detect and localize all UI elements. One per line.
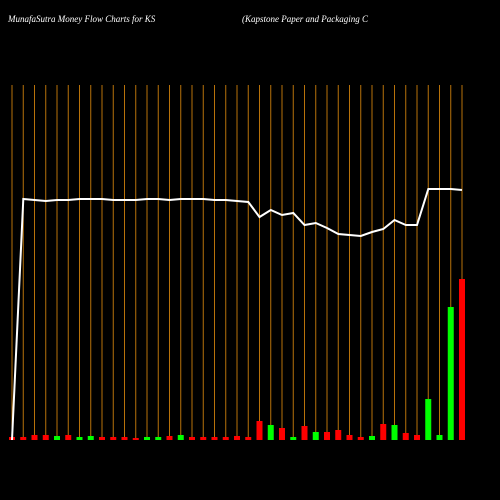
bar bbox=[324, 432, 330, 440]
bar bbox=[110, 437, 117, 440]
bar bbox=[436, 435, 443, 440]
bar bbox=[267, 425, 274, 440]
bar bbox=[447, 307, 454, 440]
bar bbox=[76, 437, 83, 440]
bar bbox=[166, 436, 173, 440]
chart-subtitle: (Kapstone Paper and Packaging C bbox=[242, 14, 369, 24]
bar bbox=[290, 437, 297, 440]
bar bbox=[279, 428, 285, 440]
bar bbox=[99, 437, 105, 440]
chart-title: MunafaSutra Money Flow Charts for KS bbox=[7, 14, 156, 24]
bar bbox=[335, 430, 342, 440]
bar bbox=[459, 279, 465, 440]
bar bbox=[414, 435, 420, 440]
bar bbox=[31, 435, 38, 440]
bar bbox=[312, 432, 319, 440]
bar bbox=[20, 437, 27, 440]
bar bbox=[369, 436, 375, 440]
bar bbox=[256, 421, 263, 440]
bar bbox=[200, 437, 207, 440]
bar bbox=[42, 435, 49, 440]
bar bbox=[380, 424, 387, 440]
bar bbox=[144, 437, 150, 440]
bar bbox=[132, 438, 139, 440]
bar bbox=[211, 437, 218, 440]
bar bbox=[391, 425, 398, 440]
bar bbox=[245, 437, 252, 440]
bar bbox=[234, 436, 240, 440]
bar bbox=[357, 437, 364, 440]
bar bbox=[222, 437, 229, 440]
bar bbox=[346, 435, 353, 440]
bar bbox=[177, 435, 184, 440]
bar bbox=[54, 436, 60, 440]
bar bbox=[425, 399, 432, 440]
bar bbox=[189, 437, 195, 440]
bar bbox=[155, 437, 162, 440]
bar bbox=[121, 437, 128, 440]
money-flow-line bbox=[11, 188, 463, 441]
bar bbox=[402, 433, 409, 440]
bar bbox=[65, 435, 72, 440]
bar bbox=[301, 426, 308, 440]
bar bbox=[87, 436, 94, 440]
